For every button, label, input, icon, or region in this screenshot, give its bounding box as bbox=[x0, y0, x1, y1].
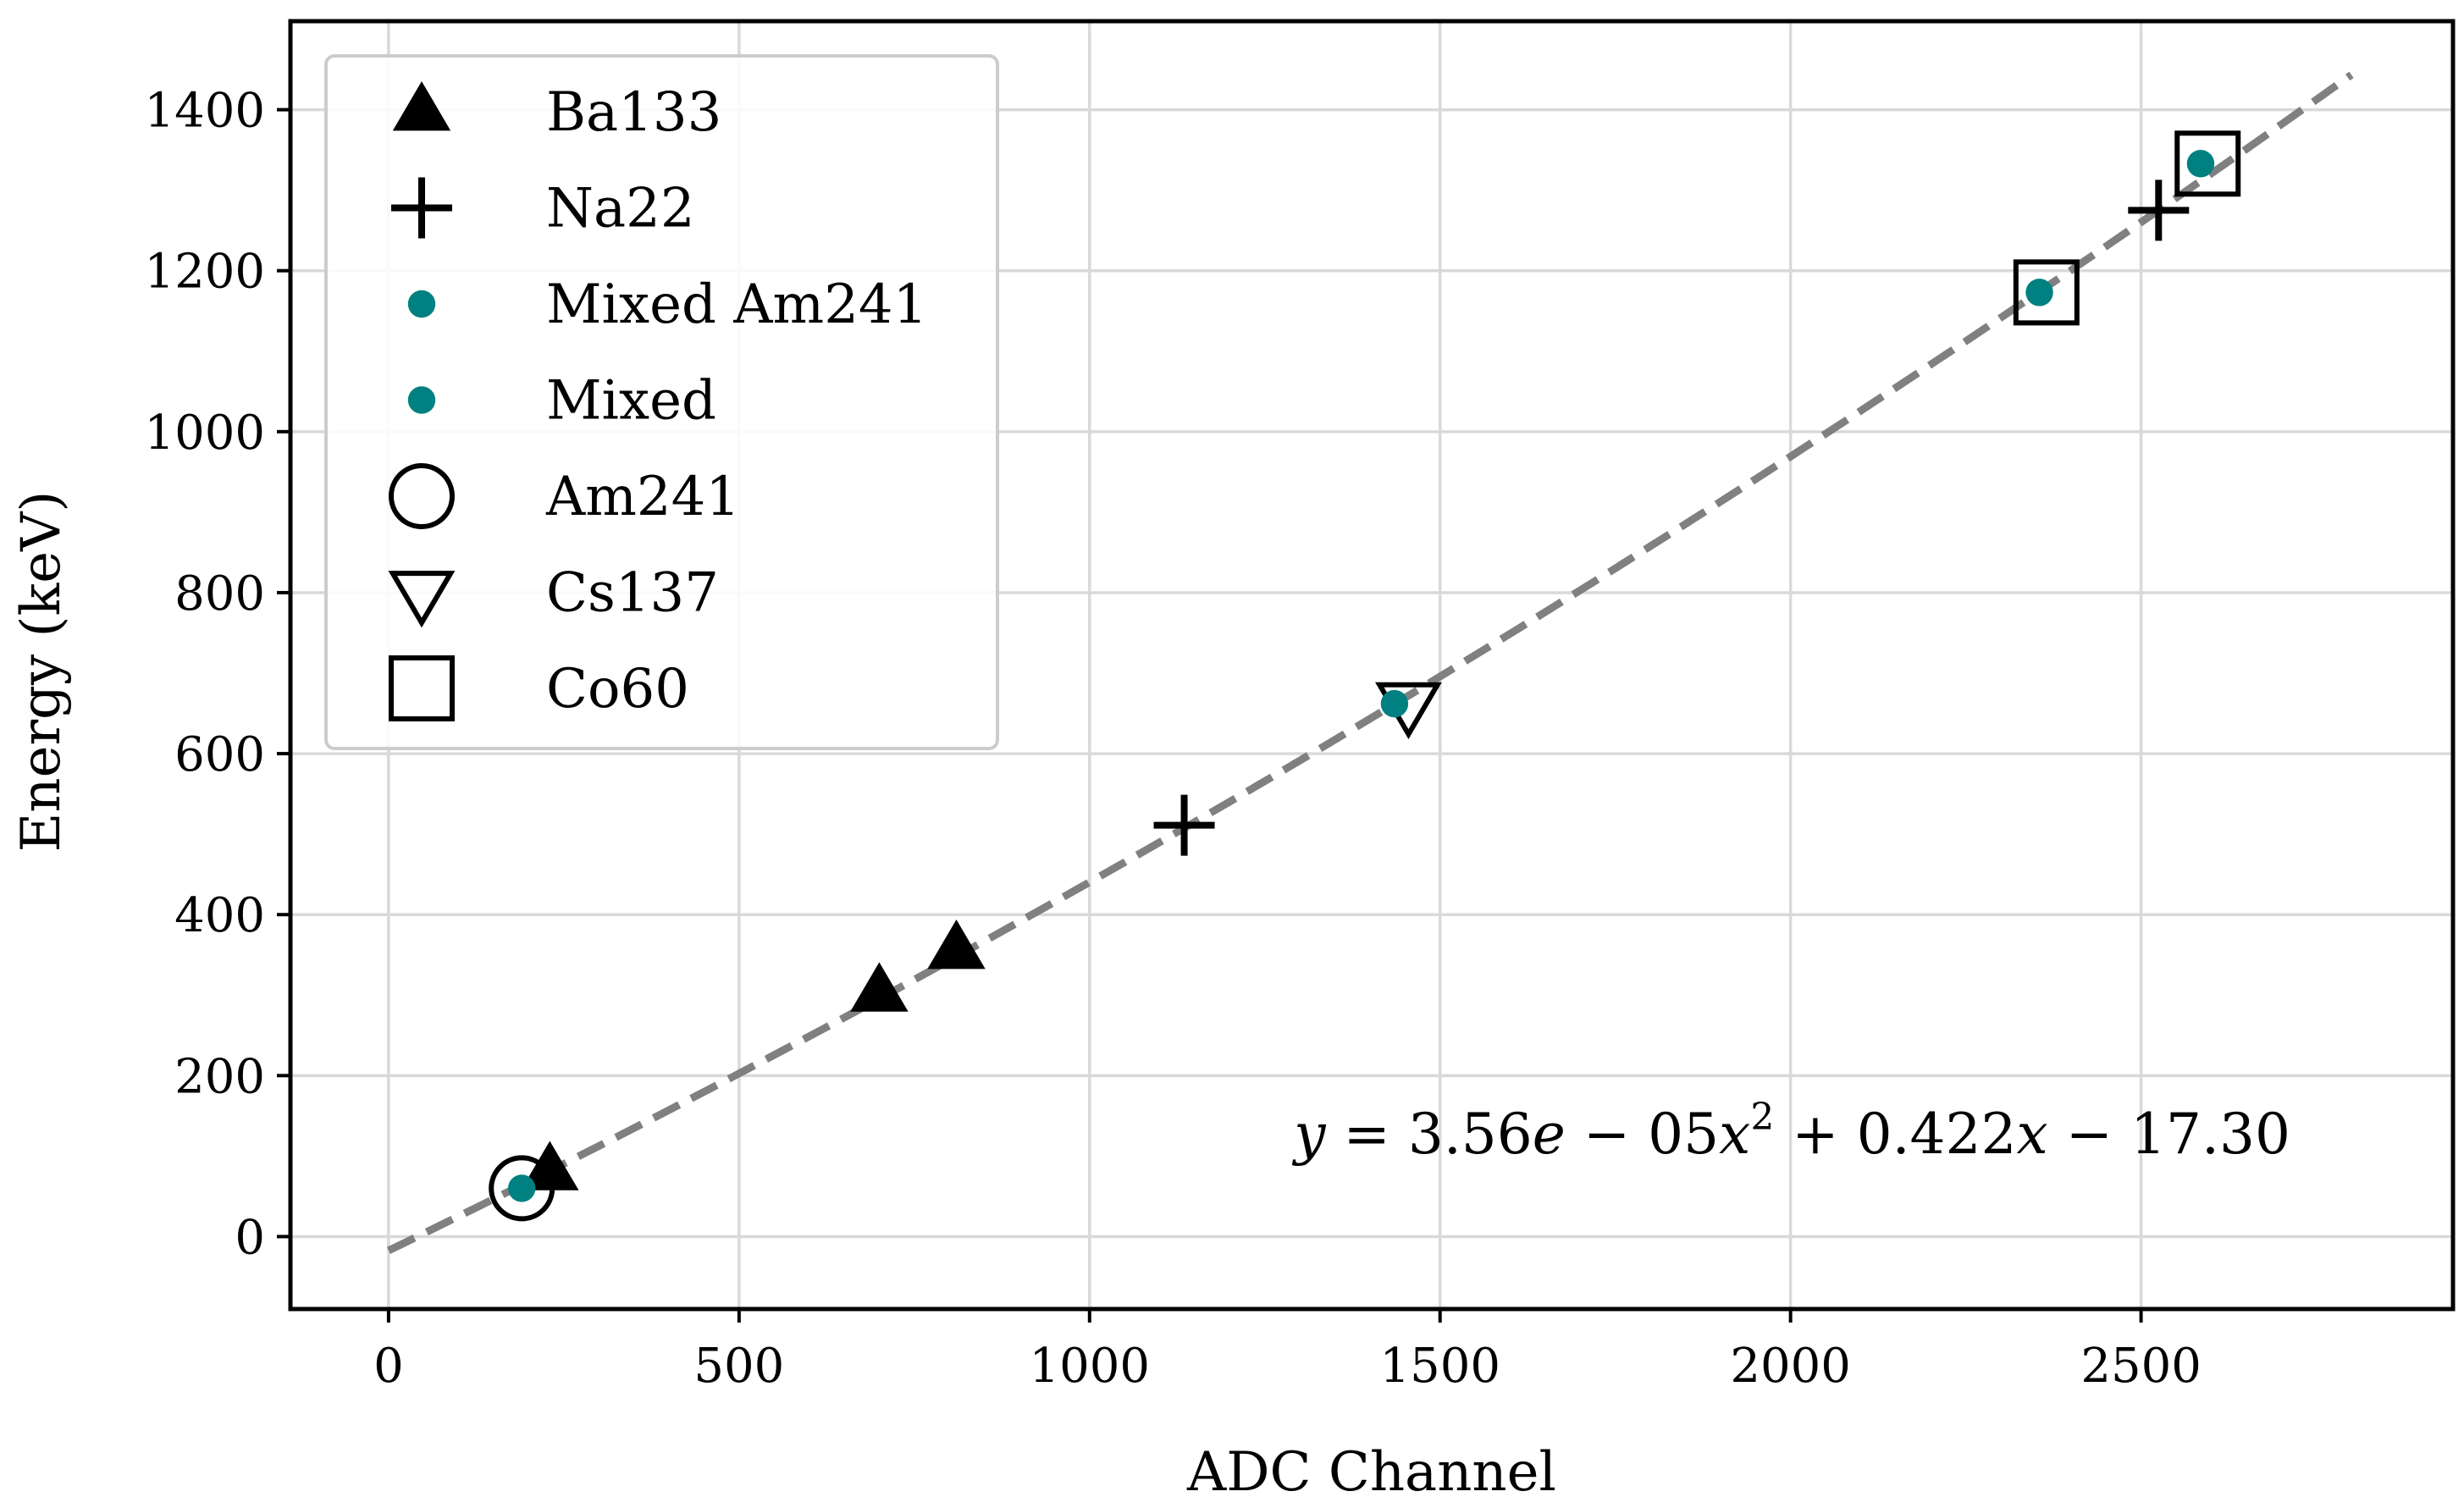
eq-exp-part: − 05 bbox=[1566, 1102, 1719, 1167]
x-tick-label: 1500 bbox=[1379, 1339, 1500, 1394]
y-tick-label: 800 bbox=[174, 566, 265, 621]
legend-label-ba133: Ba133 bbox=[546, 81, 721, 144]
data-point-ba133 bbox=[850, 962, 909, 1012]
data-point-mixed-am241 bbox=[507, 1174, 536, 1202]
y-axis-label: Energy (keV) bbox=[10, 491, 73, 853]
legend-label-mixed: Mixed bbox=[546, 370, 716, 433]
legend-label-cs137: Cs137 bbox=[546, 562, 719, 625]
legend-label-na22: Na22 bbox=[546, 178, 695, 240]
legend-marker-co60 bbox=[389, 655, 455, 721]
x-tick-label: 2500 bbox=[2080, 1339, 2202, 1394]
eq-x-var-1: x bbox=[1719, 1102, 1750, 1167]
grid-lines bbox=[290, 21, 2453, 1309]
fit-curve bbox=[386, 71, 2354, 1254]
plot-frame bbox=[288, 19, 2456, 1312]
eq-coef-c: − 17.30 bbox=[2048, 1102, 2290, 1167]
legend-label-mixed-am241: Mixed Am241 bbox=[546, 273, 927, 336]
y-tick-label: 1200 bbox=[144, 245, 265, 300]
legend-box bbox=[324, 54, 999, 750]
eq-x-var-2: x bbox=[2017, 1102, 2048, 1167]
data-point-co60 bbox=[2013, 259, 2080, 326]
eq-coef-b: + 0.422 bbox=[1774, 1102, 2016, 1167]
eq-coef-a: = 3.56 bbox=[1326, 1102, 1533, 1167]
legend-label-co60: Co60 bbox=[546, 658, 689, 721]
legend-marker-mixed-am241 bbox=[407, 290, 436, 318]
eq-e-var: e bbox=[1533, 1102, 1566, 1167]
y-tick-label: 200 bbox=[174, 1049, 265, 1104]
legend-marker-mixed bbox=[407, 386, 436, 414]
x-axis-label: ADC Channel bbox=[1186, 1441, 1556, 1504]
data-point-mixed bbox=[2025, 279, 2053, 307]
legend-label-am241: Am241 bbox=[545, 466, 740, 528]
eq-y-var: y bbox=[1291, 1102, 1326, 1167]
x-tick-label: 1000 bbox=[1030, 1339, 1151, 1394]
data-point-mixed bbox=[2186, 150, 2215, 178]
data-point-ba133 bbox=[927, 920, 986, 969]
axis-ticks: 0 500 1000 1500 2000 2500 0 200 400 600 800 1000 120… bbox=[144, 84, 2201, 1394]
x-tick-label: 2000 bbox=[1730, 1339, 1851, 1394]
y-tick-label: 400 bbox=[174, 888, 265, 943]
data-point-co60 bbox=[2174, 130, 2241, 197]
legend-marker-na22 bbox=[391, 177, 452, 239]
y-tick-label: 1000 bbox=[144, 406, 265, 461]
data-point-na22 bbox=[1153, 794, 1215, 856]
data-point-ba133 bbox=[521, 1141, 579, 1190]
fit-curve-layer bbox=[386, 71, 2354, 1254]
legend-marker-ba133 bbox=[392, 81, 451, 131]
legend-marker-cs137 bbox=[388, 571, 456, 628]
legend-marker-am241 bbox=[389, 463, 455, 529]
x-tick-label: 0 bbox=[373, 1339, 404, 1394]
data-points-layer bbox=[489, 130, 2241, 1222]
y-tick-label: 0 bbox=[235, 1210, 265, 1265]
legend: Ba133 Na22 Mixed Am241 Mixed Am241 Cs137 Co60 bbox=[324, 54, 999, 750]
y-tick-label: 600 bbox=[174, 727, 265, 782]
y-tick-label: 1400 bbox=[144, 84, 265, 139]
data-point-na22 bbox=[2128, 180, 2190, 241]
data-point-mixed bbox=[1380, 689, 1409, 718]
eq-superscript: 2 bbox=[1750, 1096, 1774, 1139]
x-tick-label: 500 bbox=[693, 1339, 784, 1394]
fit-equation-annotation: y = 3.56e − 05x2 + 0.422x − 17.30 bbox=[1291, 1096, 2290, 1167]
